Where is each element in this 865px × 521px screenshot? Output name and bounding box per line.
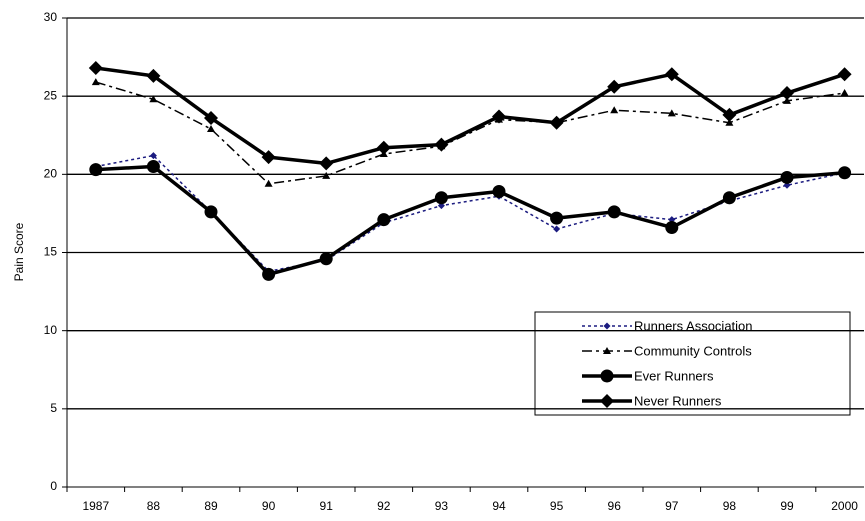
y-tick-label: 10 bbox=[44, 323, 58, 337]
series-line bbox=[95, 81, 845, 185]
data-point bbox=[780, 170, 794, 184]
data-point bbox=[149, 152, 157, 160]
data-point bbox=[322, 171, 331, 179]
data-point bbox=[376, 140, 391, 155]
x-tick-label: 94 bbox=[492, 499, 506, 513]
x-tick-label: 95 bbox=[550, 499, 564, 513]
legend-box bbox=[534, 311, 851, 416]
data-point bbox=[492, 109, 506, 124]
y-tick-label: 0 bbox=[50, 479, 57, 493]
data-point bbox=[434, 137, 449, 152]
y-tick-label: 5 bbox=[50, 401, 57, 415]
data-point bbox=[549, 115, 564, 130]
y-axis-label: Pain Score bbox=[12, 222, 26, 281]
x-tick-label: 2000 bbox=[831, 499, 858, 513]
data-point bbox=[610, 106, 619, 114]
data-point bbox=[146, 68, 161, 83]
y-tick-label: 20 bbox=[44, 167, 58, 181]
x-tick-label: 92 bbox=[377, 499, 391, 513]
data-point bbox=[667, 109, 676, 117]
data-point bbox=[319, 252, 333, 266]
legend: Runners Association Community Controls Eve… bbox=[582, 318, 753, 408]
legend-label: Ever Runners bbox=[634, 368, 714, 383]
data-point bbox=[204, 111, 218, 126]
data-point bbox=[204, 205, 218, 219]
legend-label: Never Runners bbox=[634, 393, 722, 408]
x-tick-label: 98 bbox=[723, 499, 737, 513]
data-point bbox=[607, 205, 621, 219]
data-point bbox=[553, 225, 561, 233]
x-tick-label: 90 bbox=[262, 499, 276, 513]
legend-label: Community Controls bbox=[634, 343, 752, 358]
x-tick-label: 88 bbox=[147, 499, 161, 513]
data-point bbox=[665, 220, 679, 234]
data-point bbox=[722, 191, 736, 205]
data-point bbox=[149, 95, 158, 103]
x-tick-label: 1987 bbox=[82, 499, 109, 513]
data-point bbox=[722, 107, 737, 122]
data-point bbox=[725, 118, 734, 126]
legend-marker bbox=[600, 369, 614, 383]
data-point bbox=[434, 191, 448, 205]
data-point bbox=[840, 89, 849, 97]
data-point bbox=[319, 156, 334, 171]
legend-marker bbox=[600, 394, 614, 408]
y-tick-label: 15 bbox=[44, 245, 58, 259]
legend-label: Runners Association bbox=[634, 318, 753, 333]
x-tick-label: 97 bbox=[665, 499, 679, 513]
x-tick-label: 91 bbox=[320, 499, 334, 513]
data-point bbox=[492, 185, 506, 199]
data-point bbox=[88, 61, 103, 76]
x-tick-label: 96 bbox=[608, 499, 622, 513]
data-point bbox=[146, 160, 160, 174]
data-point bbox=[262, 267, 276, 281]
data-point bbox=[207, 124, 215, 132]
data-point bbox=[607, 79, 622, 94]
legend-marker bbox=[603, 347, 611, 354]
data-point bbox=[89, 163, 103, 177]
data-point bbox=[780, 86, 794, 101]
data-point bbox=[783, 96, 791, 104]
data-point bbox=[91, 78, 100, 86]
series-line bbox=[95, 66, 846, 166]
data-point bbox=[838, 166, 852, 180]
x-tick-label: 89 bbox=[204, 499, 218, 513]
legend-marker bbox=[603, 322, 611, 330]
data-point bbox=[264, 179, 273, 187]
data-point bbox=[837, 67, 852, 82]
x-tick-label: 93 bbox=[435, 499, 449, 513]
x-tick-label: 99 bbox=[780, 499, 794, 513]
data-point bbox=[550, 211, 564, 225]
y-tick-label: 25 bbox=[44, 88, 58, 102]
series-line bbox=[95, 164, 845, 277]
data-point bbox=[377, 213, 391, 227]
data-point bbox=[261, 150, 276, 165]
y-tick-label: 30 bbox=[44, 10, 58, 24]
data-point bbox=[664, 67, 679, 82]
